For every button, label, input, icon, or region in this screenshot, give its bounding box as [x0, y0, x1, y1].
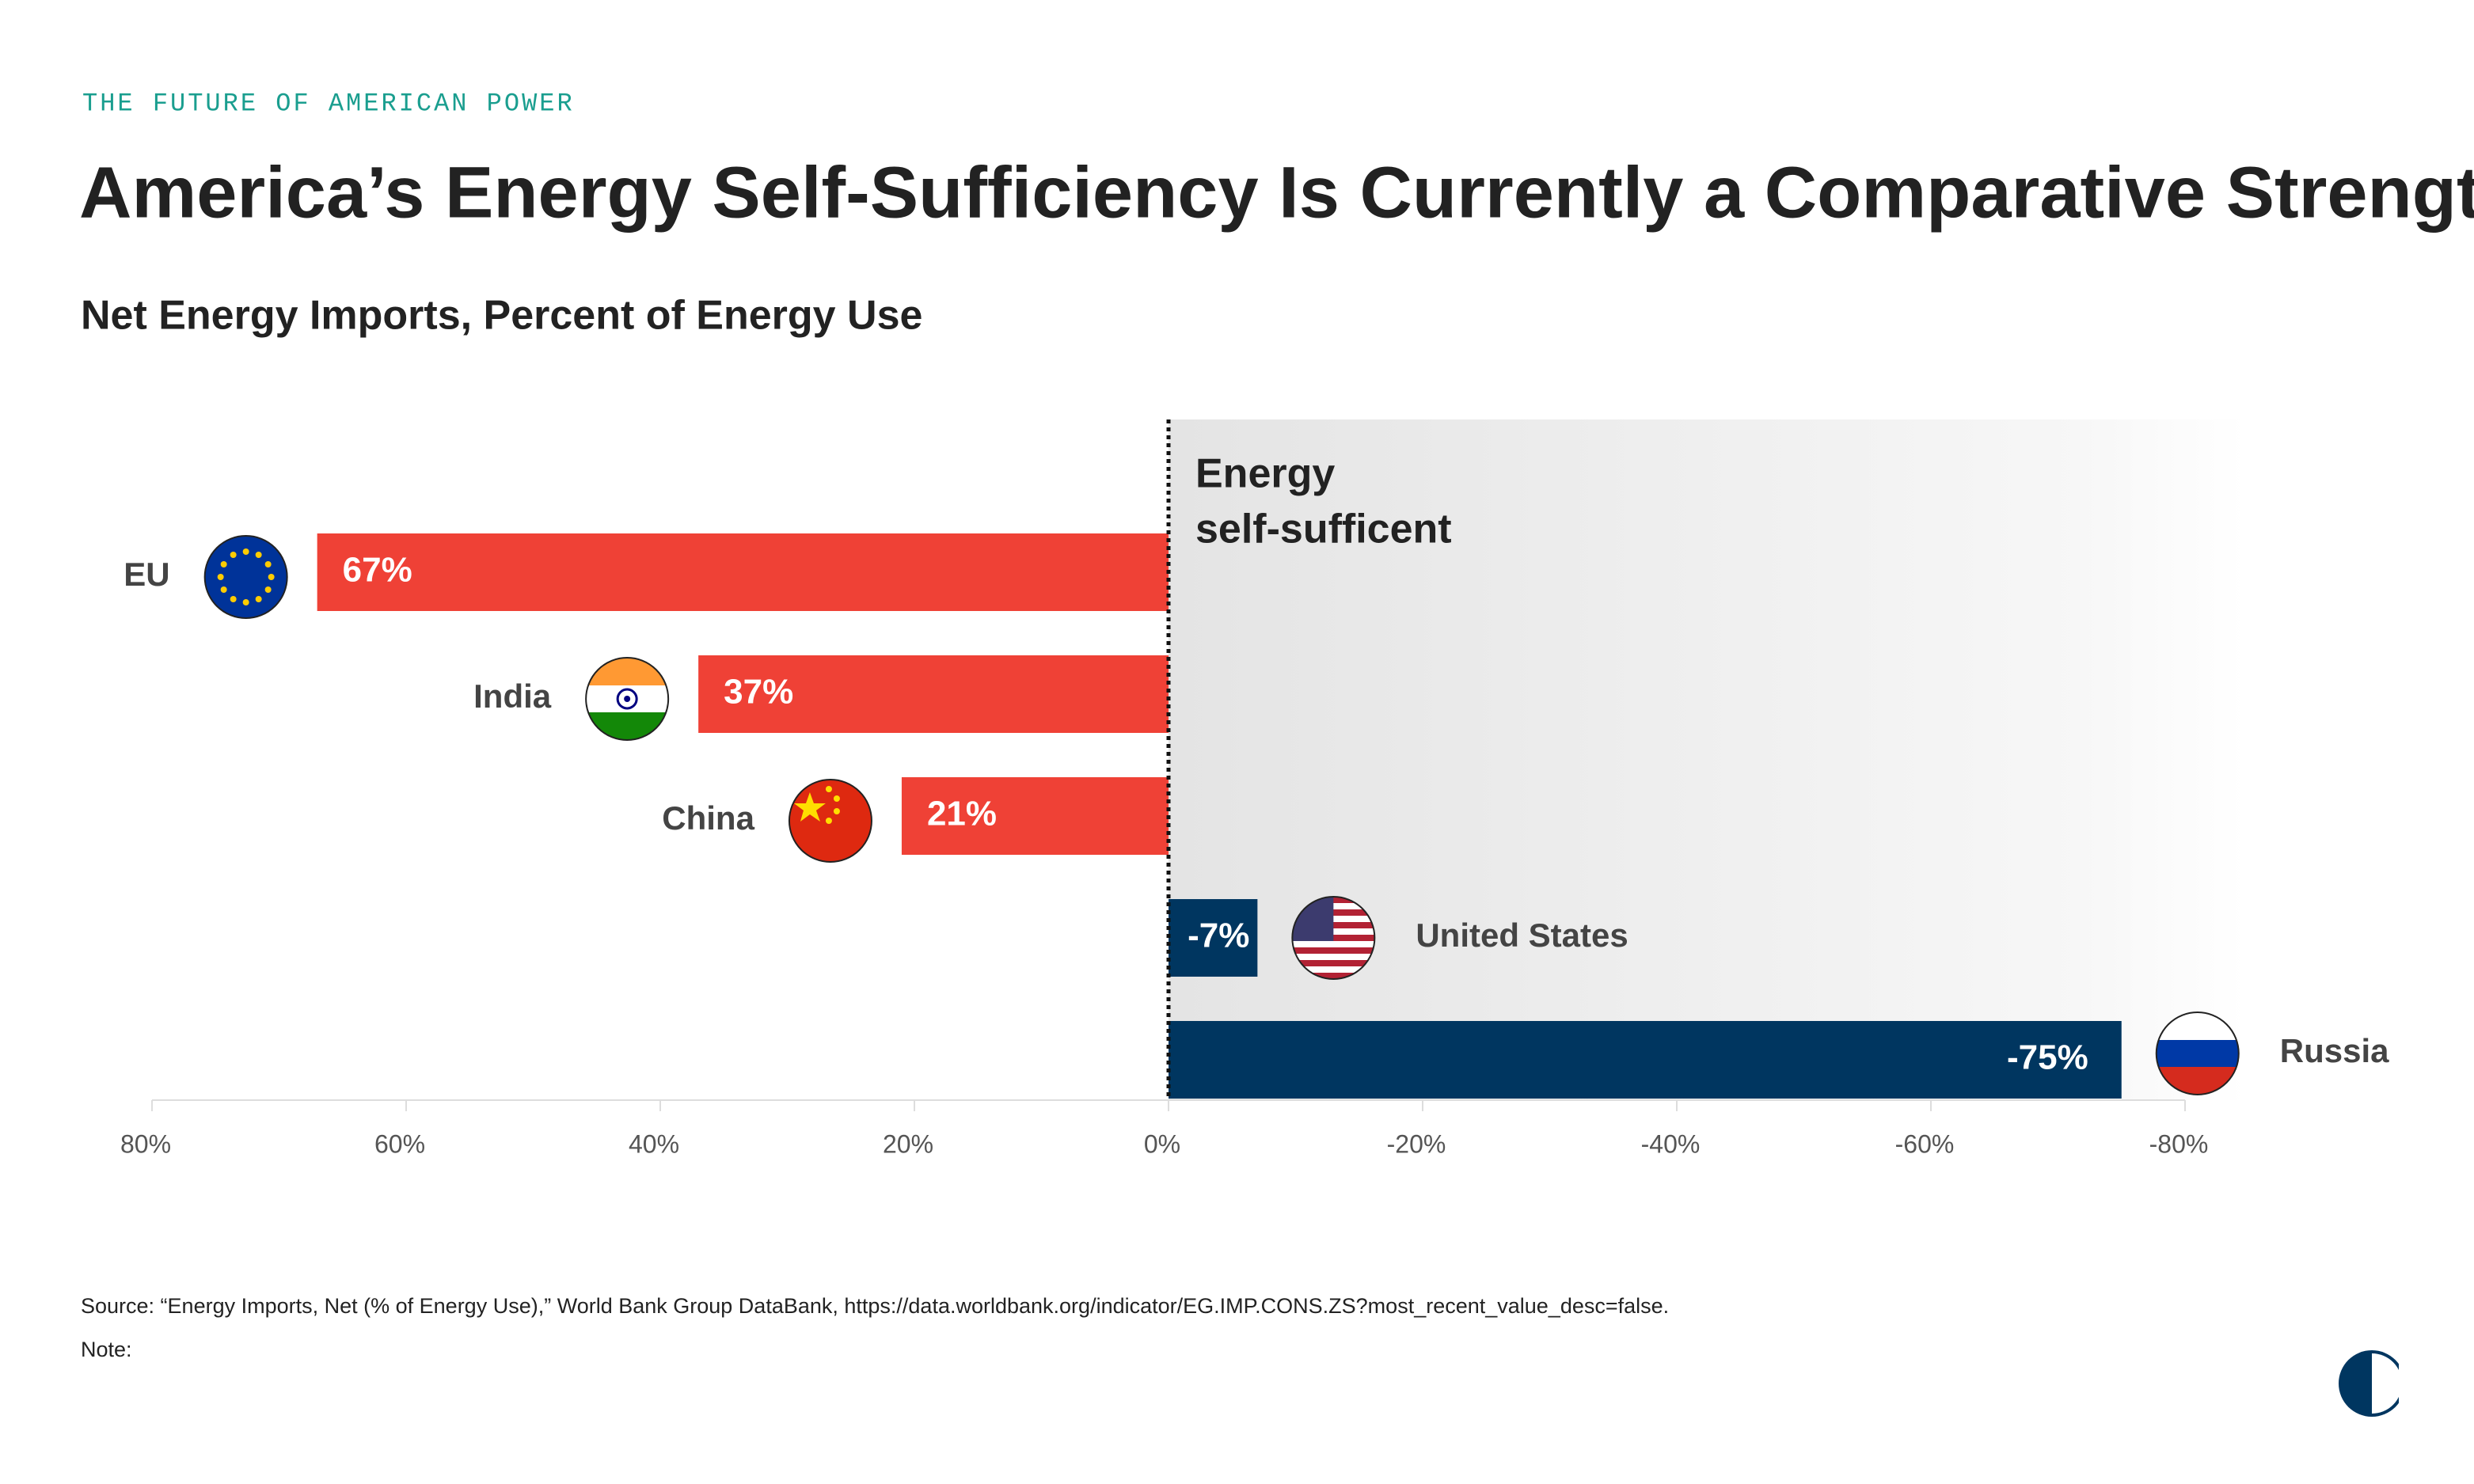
- value-label: -7%: [1188, 917, 1249, 955]
- value-label: -75%: [2007, 1038, 2088, 1077]
- x-tick-label: -60%: [1895, 1129, 1955, 1158]
- x-tick-label: -80%: [2149, 1129, 2209, 1158]
- bar: [901, 777, 1169, 855]
- logo: [2339, 1347, 2410, 1420]
- chart-title: America’s Energy Self-Sufficiency Is Cur…: [79, 152, 2474, 233]
- category-label: United States: [1416, 917, 1628, 954]
- value-label: 37%: [724, 673, 793, 712]
- annotation: self-sufficent: [1195, 507, 1452, 552]
- bar: [317, 533, 1169, 611]
- note: Note:: [81, 1338, 132, 1361]
- x-tick-label: 80%: [120, 1129, 171, 1158]
- bar: [698, 655, 1169, 733]
- chart-subtitle: Net Energy Imports, Percent of Energy Us…: [81, 293, 922, 339]
- category-label: Russia: [2280, 1032, 2389, 1069]
- flag: [203, 535, 288, 619]
- flag: [586, 658, 668, 740]
- x-tick-label: -20%: [1387, 1129, 1446, 1158]
- source: Source: “Energy Imports, Net (% of Energ…: [81, 1294, 1669, 1318]
- kicker: THE FUTURE OF AMERICAN POWER: [82, 89, 575, 118]
- annotation: Energy: [1195, 451, 1335, 497]
- value-label: 67%: [343, 551, 412, 590]
- flag: [788, 779, 872, 863]
- x-tick-label: 40%: [629, 1129, 679, 1158]
- value-label: 21%: [927, 795, 997, 833]
- flag: [1292, 897, 1374, 979]
- category-label: China: [662, 799, 754, 837]
- bar: [1169, 899, 1258, 977]
- category-label: EU: [124, 556, 169, 593]
- category-label: India: [473, 677, 552, 715]
- self-sufficient-region: [1169, 419, 2245, 1100]
- flag: [2157, 1012, 2239, 1095]
- x-tick-label: 0%: [1144, 1129, 1180, 1158]
- x-tick-label: 20%: [883, 1129, 933, 1158]
- bar: [1169, 1021, 2122, 1099]
- x-tick-label: -40%: [1641, 1129, 1701, 1158]
- x-tick-label: 60%: [374, 1129, 425, 1158]
